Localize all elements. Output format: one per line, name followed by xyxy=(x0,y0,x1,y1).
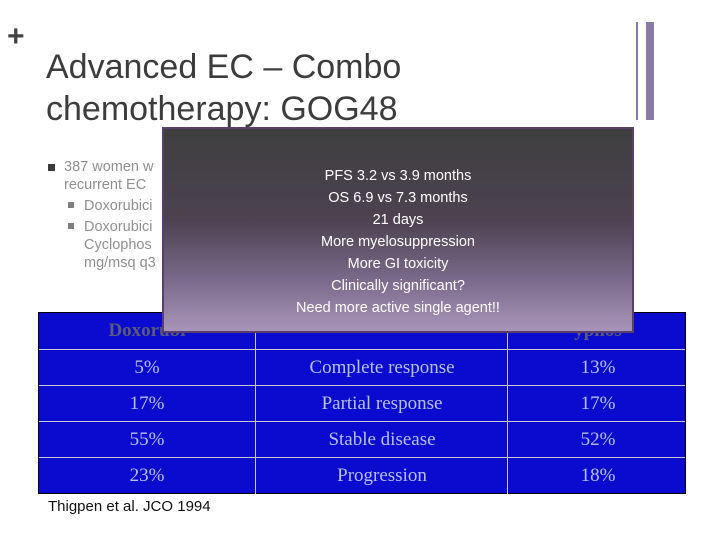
sub-bullet-2-line-1: Doxorubici xyxy=(84,219,153,235)
summary-line: More GI toxicity xyxy=(347,256,449,272)
summary-overlay-box: PFS 3.2 vs 3.9 months OS 6.9 vs 7.3 mont… xyxy=(162,127,634,333)
table-cell: 18% xyxy=(507,458,688,494)
summary-line: 21 days xyxy=(372,212,424,228)
table-cell: 13% xyxy=(507,350,688,386)
plus-icon: + xyxy=(7,20,25,53)
bullet-square-icon xyxy=(48,164,55,171)
response-table: Doxorubi yphos 5% Complete response 13% … xyxy=(38,312,686,494)
summary-line: More myelosuppression xyxy=(321,234,475,250)
table-cell: Complete response xyxy=(255,350,508,386)
table-row: 17% Partial response 17% xyxy=(39,385,685,422)
bullet-main-line-2: recurrent EC xyxy=(64,177,147,193)
table-row: 23% Progression 18% xyxy=(39,457,685,494)
sub-bullet-2: Doxorubici Cyclophos mg/msq q3 xyxy=(68,218,278,272)
table-row: 5% Complete response 13% xyxy=(39,349,685,386)
summary-line: PFS 3.2 vs 3.9 months xyxy=(324,168,472,184)
table-cell: Progression xyxy=(255,458,508,494)
sub-bullet-2-line-2: Cyclophos xyxy=(84,237,152,253)
accent-bar-thin xyxy=(636,22,638,120)
accent-bar-thick xyxy=(646,22,654,120)
table-cell: 23% xyxy=(129,465,165,486)
table-cell: 17% xyxy=(507,386,688,422)
sub-bullet-1: Doxorubici xyxy=(68,197,278,215)
summary-line: OS 6.9 vs 7.3 months xyxy=(328,190,468,206)
summary-line: Clinically significant? xyxy=(331,278,465,294)
summary-line: Need more active single agent!! xyxy=(296,300,500,316)
sub-bullet-list: Doxorubici Doxorubici Cyclophos mg/msq q… xyxy=(48,197,278,272)
title-line-2: chemotherapy: GOG48 xyxy=(46,90,398,128)
table-cell: Partial response xyxy=(255,386,508,422)
bullet-main: 387 women w recurrent EC xyxy=(48,158,278,194)
bullet-square-icon xyxy=(68,202,74,208)
table-cell: 55% xyxy=(129,429,165,450)
sub-bullet-1-text: Doxorubici xyxy=(84,198,153,214)
bullet-list: 387 women w recurrent EC Doxorubici Doxo… xyxy=(48,158,278,272)
sub-bullet-2-line-3: mg/msq q3 xyxy=(84,255,156,271)
table-row: 55% Stable disease 52% xyxy=(39,421,685,458)
citation: Thigpen et al. JCO 1994 xyxy=(48,498,211,515)
summary-lines: PFS 3.2 vs 3.9 months OS 6.9 vs 7.3 mont… xyxy=(164,165,632,319)
table-cell: Stable disease xyxy=(255,422,508,458)
bullet-main-line-1: 387 women w xyxy=(64,159,154,175)
table-cell: 52% xyxy=(507,422,688,458)
slide-title: Advanced EC – Combo chemotherapy: GOG48 xyxy=(46,46,626,130)
bullet-square-icon xyxy=(68,223,74,229)
title-line-1: Advanced EC – Combo xyxy=(46,48,402,86)
table-cell: 17% xyxy=(129,393,165,414)
table-cell: 5% xyxy=(134,357,160,378)
